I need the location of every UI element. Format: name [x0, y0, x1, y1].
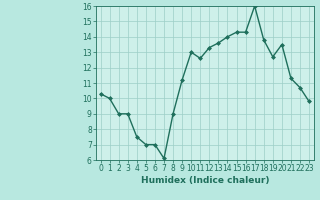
- X-axis label: Humidex (Indice chaleur): Humidex (Indice chaleur): [140, 176, 269, 185]
